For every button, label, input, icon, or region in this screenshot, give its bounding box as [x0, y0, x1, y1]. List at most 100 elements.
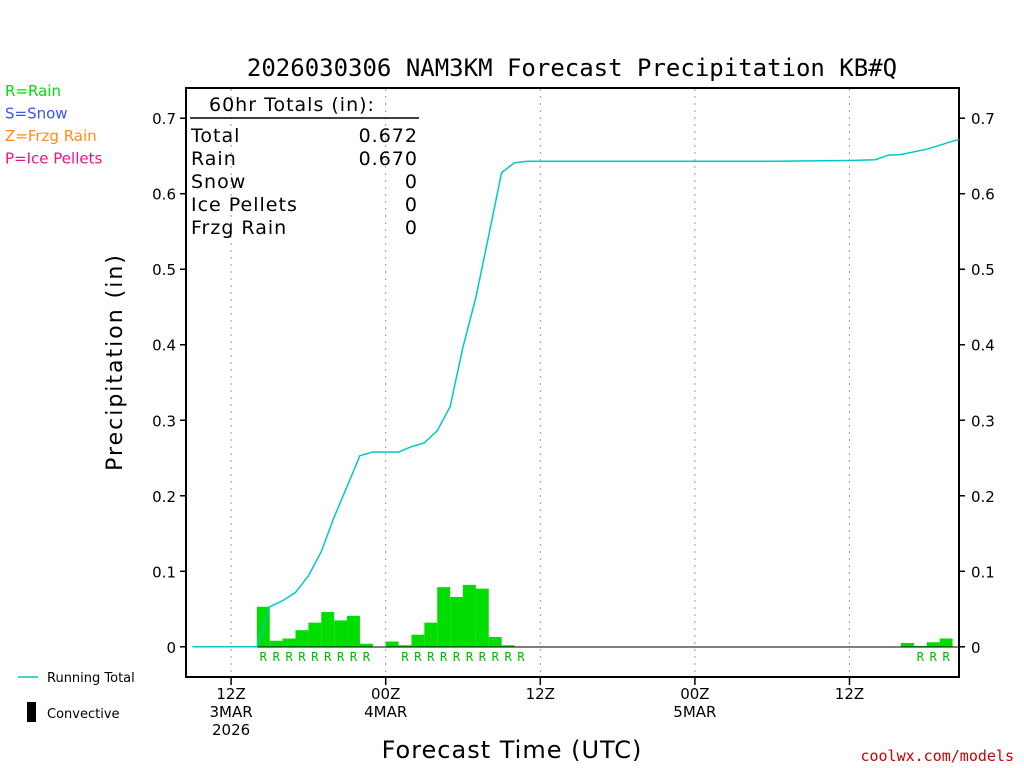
y-tick-label: 0.6: [152, 186, 176, 204]
x-tick-label: 12Z: [526, 685, 555, 703]
rain-type-mark: R: [492, 650, 500, 664]
rain-type-mark: R: [337, 650, 345, 664]
y-tick-label: 0.3: [152, 412, 176, 430]
precip-bar: [398, 645, 412, 647]
precip-bar: [939, 638, 953, 647]
type-legend-item: Z=Frzg Rain: [5, 127, 97, 145]
totals-row-value: 0.670: [359, 148, 418, 170]
x-tick-label: 2026: [212, 721, 250, 739]
y-tick-label-right: 0.6: [971, 186, 995, 204]
x-tick-label: 00Z: [680, 685, 709, 703]
rain-type-mark: R: [504, 650, 512, 664]
precip-bar: [347, 615, 360, 647]
precip-bar: [450, 596, 463, 647]
precip-bar: [295, 630, 309, 647]
x-tick-label: 3MAR: [210, 703, 253, 721]
precip-bar: [437, 587, 451, 647]
totals-row-value: 0: [405, 194, 418, 216]
x-axis-label: Forecast Time (UTC): [382, 736, 643, 764]
grid-lines: [230, 89, 850, 676]
type-legend-item: S=Snow: [5, 105, 68, 123]
totals-row-label: Frzg Rain: [191, 217, 287, 239]
totals-box: 60hr Totals (in): Total 0.672 Rain 0.670 Sno…: [190, 94, 419, 239]
rain-type-mark: R: [363, 650, 371, 664]
series-legend: Running Total Convective: [18, 671, 135, 722]
precip-bar: [269, 640, 283, 647]
totals-row-value: 0: [405, 171, 418, 193]
precip-bar: [385, 641, 399, 647]
precip-bar: [475, 588, 489, 647]
precip-bar: [913, 646, 927, 647]
precip-type-legend: R=Rain S=Snow Z=Frzg Rain P=Ice Pellets: [5, 82, 102, 168]
rain-type-mark: R: [440, 650, 448, 664]
type-legend-item: P=Ice Pellets: [5, 150, 102, 168]
y-axis: 0 00.1 0.10.2 0.20.3 0.30.4 0.40.5 0.50.6 0.60.…: [152, 110, 995, 657]
precip-bar: [901, 643, 914, 647]
rain-type-mark: R: [350, 650, 358, 664]
precip-bar: [462, 584, 476, 647]
totals-row-label: Snow: [191, 171, 246, 193]
rain-type-mark: R: [260, 650, 268, 664]
y-tick-label-right: 0.3: [971, 412, 995, 430]
rain-type-mark: R: [324, 650, 332, 664]
hourly-precip-bars: [256, 584, 953, 647]
precip-bar: [282, 638, 296, 647]
y-axis-label: Precipitation (in): [103, 253, 128, 471]
plot-frame: [185, 87, 960, 678]
y-tick-label-right: 0.7: [971, 110, 995, 128]
chart-title: 2026030306 NAM3KM Forecast Precipitation…: [247, 54, 897, 82]
y-tick-label: 0.7: [152, 110, 176, 128]
precip-bar: [488, 636, 502, 647]
precip-bar: [411, 634, 425, 647]
y-tick-label-right: 0.1: [971, 563, 995, 581]
rain-type-mark: R: [466, 650, 474, 664]
rain-type-mark: R: [311, 650, 319, 664]
x-tick-label: 00Z: [371, 685, 400, 703]
totals-row-value: 0: [405, 217, 418, 239]
precip-bar: [321, 612, 335, 647]
convective-legend-swatch: [27, 702, 36, 722]
totals-row-label: Rain: [191, 148, 237, 170]
rain-type-mark: R: [401, 650, 409, 664]
convective-legend-label: Convective: [47, 707, 120, 722]
totals-row-label: Ice Pellets: [191, 194, 298, 216]
x-tick-label: 12Z: [835, 685, 864, 703]
precip-bar: [308, 622, 322, 647]
totals-row-label: Total: [190, 125, 240, 147]
rain-type-mark: R: [285, 650, 293, 664]
type-legend-item: R=Rain: [5, 82, 61, 100]
y-tick-label-right: 0.5: [971, 261, 995, 279]
precip-bar: [334, 620, 348, 647]
rain-type-mark: R: [298, 650, 306, 664]
rain-type-mark: R: [917, 650, 925, 664]
x-tick-label: 4MAR: [364, 703, 407, 721]
precip-bar: [359, 643, 373, 647]
y-tick-label: 0.2: [152, 488, 176, 506]
running-total-legend-label: Running Total: [47, 671, 135, 686]
rain-type-mark: R: [942, 650, 950, 664]
rain-type-mark: R: [930, 650, 938, 664]
totals-row-value: 0.672: [359, 125, 418, 147]
totals-header: 60hr Totals (in):: [209, 94, 375, 116]
y-tick-label: 0.4: [152, 337, 176, 355]
y-tick-label-right: 0: [971, 639, 981, 657]
running-total-line: [192, 138, 960, 648]
y-tick-label-right: 0.4: [971, 337, 995, 355]
precip-bar: [424, 622, 438, 647]
rain-type-mark: R: [479, 650, 487, 664]
credit-text: coolwx.com/models: [860, 747, 1014, 765]
precip-bar: [501, 645, 515, 647]
rain-type-mark: R: [453, 650, 461, 664]
rain-type-mark: R: [273, 650, 281, 664]
rain-type-mark: R: [414, 650, 422, 664]
y-tick-label: 0: [166, 639, 176, 657]
rain-type-mark: R: [427, 650, 435, 664]
rain-type-mark: R: [517, 650, 525, 664]
x-tick-label: 5MAR: [673, 703, 716, 721]
y-tick-label-right: 0.2: [971, 488, 995, 506]
precip-bar: [926, 642, 940, 647]
y-tick-label: 0.1: [152, 563, 176, 581]
